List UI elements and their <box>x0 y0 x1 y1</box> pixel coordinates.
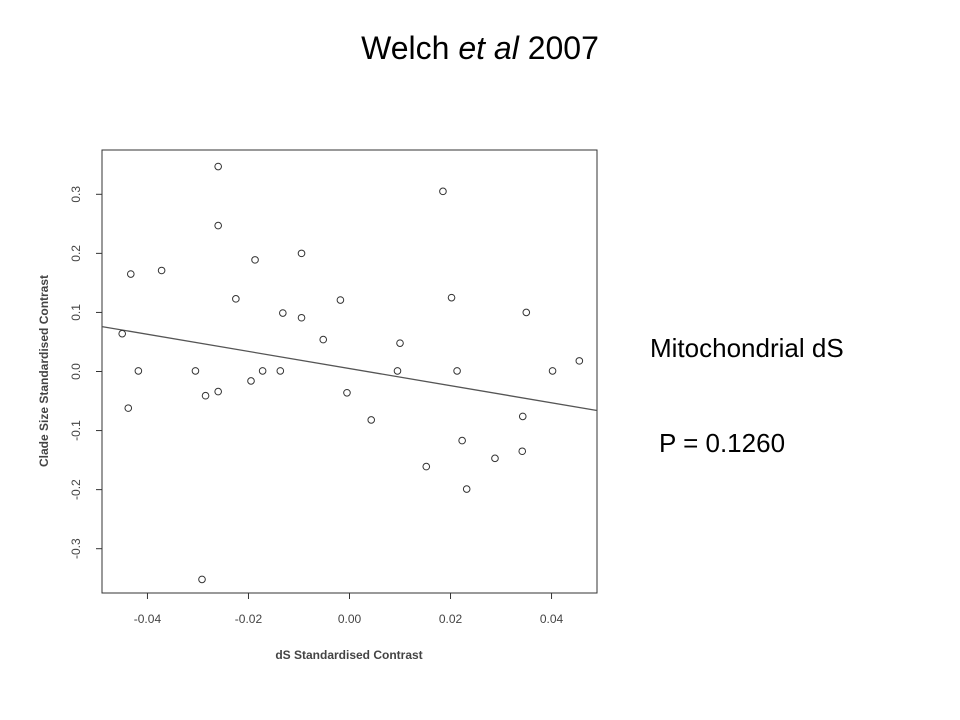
data-point <box>157 266 166 275</box>
x-tick-label: 0.04 <box>540 612 564 626</box>
data-point <box>422 462 431 471</box>
data-point <box>134 367 143 375</box>
data-point <box>396 339 404 347</box>
data-point <box>124 404 133 412</box>
y-tick-label: -0.3 <box>69 538 83 559</box>
data-points <box>118 162 584 584</box>
y-axis-label: Clade Size Standardised Contrast <box>37 275 51 467</box>
data-point <box>575 357 584 365</box>
x-tick-label: -0.02 <box>235 612 263 626</box>
regression-line <box>101 325 598 412</box>
data-point <box>393 367 402 375</box>
data-point <box>453 367 461 375</box>
data-point <box>548 367 557 375</box>
title-italic: et al <box>458 30 519 66</box>
data-point <box>447 293 456 302</box>
x-tick-label: -0.04 <box>134 612 162 626</box>
y-tick-label: 0.3 <box>69 186 83 203</box>
y-tick-label: -0.1 <box>69 420 83 441</box>
data-point <box>462 485 471 493</box>
data-point <box>319 335 328 344</box>
y-tick-label: 0.2 <box>69 245 83 262</box>
y-tick-label: 0.1 <box>69 304 83 321</box>
data-point <box>118 329 127 338</box>
data-point <box>214 221 222 230</box>
x-tick-label: 0.02 <box>439 612 463 626</box>
y-axis: -0.3 -0.2 -0.1 0.0 0.1 0.2 0.3 <box>69 186 102 559</box>
data-point <box>276 367 285 375</box>
x-axis-label: dS Standardised Contrast <box>275 648 422 662</box>
title-prefix: Welch <box>361 30 459 66</box>
data-point <box>201 391 210 400</box>
data-point <box>458 436 466 445</box>
x-tick-label: 0.00 <box>338 612 362 626</box>
title-suffix: 2007 <box>518 30 599 66</box>
data-point <box>214 162 222 171</box>
data-point <box>343 388 351 397</box>
p-value-label: P = 0.1260 <box>659 428 786 458</box>
series-label: Mitochondrial dS <box>650 333 844 363</box>
data-point <box>336 296 345 304</box>
plot-frame <box>101 149 598 594</box>
data-point <box>258 367 267 375</box>
data-point <box>251 256 259 264</box>
data-point <box>297 313 306 322</box>
data-point <box>491 454 499 463</box>
x-axis: -0.04 -0.02 0.00 0.02 0.04 <box>134 593 564 626</box>
data-point <box>518 447 527 456</box>
data-point <box>214 387 222 396</box>
data-point <box>232 295 240 303</box>
data-point <box>367 416 376 424</box>
data-point <box>126 270 135 278</box>
data-point <box>297 249 306 258</box>
data-point <box>522 308 531 317</box>
data-point <box>247 377 255 385</box>
data-point <box>518 412 527 421</box>
data-point <box>439 187 447 196</box>
y-tick-label: 0.0 <box>69 363 83 380</box>
data-point <box>279 309 287 317</box>
data-point <box>191 367 200 375</box>
data-point <box>198 575 206 584</box>
y-tick-label: -0.2 <box>69 479 83 500</box>
slide-title: Welch et al 2007 <box>0 30 960 67</box>
